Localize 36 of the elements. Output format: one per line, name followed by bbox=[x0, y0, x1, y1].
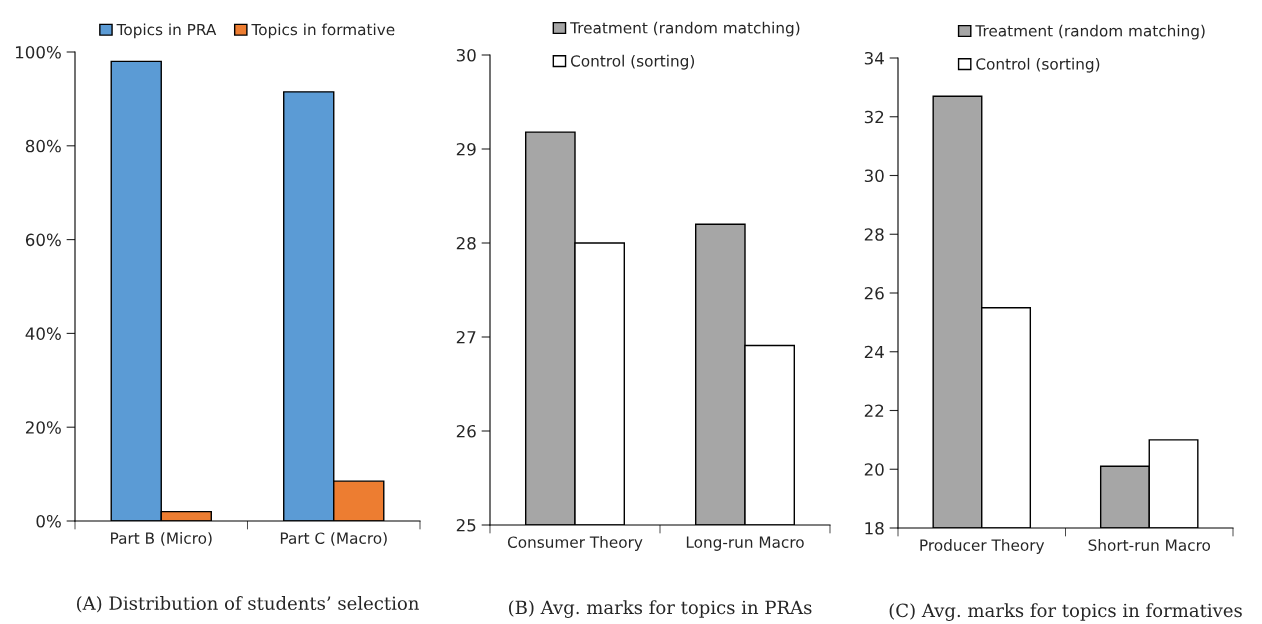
y-tick-label: 28 bbox=[864, 228, 884, 241]
x-tick-label: Consumer Theory bbox=[507, 536, 643, 551]
y-tick-label: 26 bbox=[864, 286, 884, 300]
y-tick-label: 25 bbox=[456, 518, 476, 532]
y-tick-label: 60% bbox=[25, 233, 61, 247]
y-tick-label: 30 bbox=[456, 48, 476, 62]
legend-label: Topics in formative bbox=[251, 23, 395, 39]
y-tick-label: 18 bbox=[865, 521, 884, 535]
text: (B) Avg. marks for topics in PRAs bbox=[509, 600, 812, 618]
x-tick-label: Short-run Macro bbox=[1088, 539, 1211, 551]
y-tick-label: 0% bbox=[36, 514, 61, 528]
x-tick-label: Part B (Micro) bbox=[111, 532, 212, 546]
legend-label: Control (sorting) bbox=[976, 57, 1100, 73]
text: (C) Avg. marks for topics in formatives bbox=[889, 603, 1242, 621]
y-tick-label: 100% bbox=[15, 45, 61, 59]
x-tick-label: Long-run Macro bbox=[686, 536, 804, 551]
y-tick-label: 28 bbox=[456, 236, 476, 250]
legend-label: Treatment (random matching) bbox=[975, 24, 1205, 40]
y-tick-label: 80% bbox=[25, 139, 61, 153]
y-tick-label: 24 bbox=[864, 345, 884, 359]
y-tick-label: 22 bbox=[864, 404, 884, 417]
x-tick-label: Producer Theory bbox=[920, 539, 1045, 554]
y-tick-label: 26 bbox=[456, 424, 476, 438]
legend-label: Topics in PRA bbox=[116, 23, 217, 39]
y-tick-label: 20% bbox=[25, 421, 61, 434]
y-tick-label: 40% bbox=[25, 327, 61, 340]
legend-label: Control (sorting) bbox=[570, 54, 695, 70]
y-tick-label: 27 bbox=[456, 330, 476, 344]
legend-label: Treatment (random matching) bbox=[570, 21, 800, 37]
y-tick-label: 30 bbox=[864, 169, 884, 183]
x-tick-label: Part C (Macro) bbox=[280, 532, 387, 546]
y-tick-label: 20 bbox=[864, 463, 884, 476]
y-tick-label: 34 bbox=[864, 51, 884, 65]
y-tick-label: 32 bbox=[864, 110, 884, 124]
y-tick-label: 29 bbox=[456, 142, 476, 156]
text: (A) Distribution of students’ selection bbox=[76, 596, 419, 613]
